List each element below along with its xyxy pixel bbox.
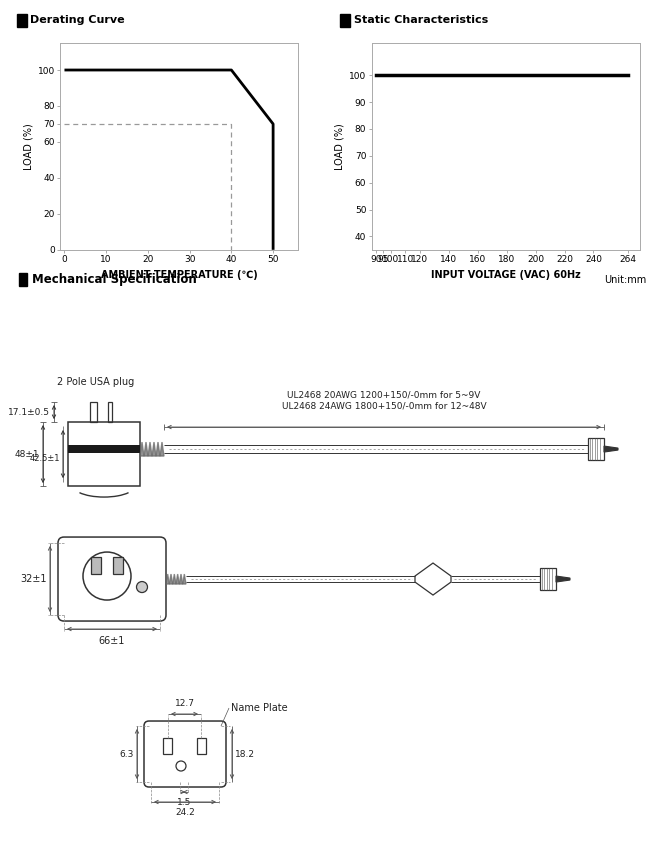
Polygon shape	[173, 574, 176, 584]
Polygon shape	[604, 446, 618, 452]
Polygon shape	[148, 442, 152, 456]
Text: UL2468 24AWG 1800+150/-0mm for 12~48V: UL2468 24AWG 1800+150/-0mm for 12~48V	[281, 401, 486, 410]
Text: 12.7: 12.7	[174, 699, 194, 708]
Y-axis label: LOAD (%): LOAD (%)	[23, 123, 34, 170]
Bar	[90, 402, 97, 422]
Bar	[113, 557, 123, 574]
Polygon shape	[183, 574, 186, 584]
Bar	[197, 738, 206, 754]
Bar	[588, 438, 604, 460]
Bar	[163, 738, 172, 754]
Bar	[540, 568, 556, 590]
X-axis label: AMBIENT TEMPERATURE (℃): AMBIENT TEMPERATURE (℃)	[101, 270, 257, 280]
Polygon shape	[556, 576, 570, 582]
Text: Derating Curve: Derating Curve	[30, 15, 125, 25]
Polygon shape	[180, 574, 183, 584]
Bar	[19, 273, 27, 286]
Polygon shape	[140, 442, 144, 456]
Y-axis label: LOAD (%): LOAD (%)	[335, 123, 345, 170]
Polygon shape	[170, 574, 173, 584]
Text: 66±1: 66±1	[98, 636, 125, 646]
X-axis label: INPUT VOLTAGE (VAC) 60Hz: INPUT VOLTAGE (VAC) 60Hz	[431, 270, 581, 280]
Polygon shape	[166, 574, 170, 584]
Bar	[68, 445, 140, 453]
Polygon shape	[152, 442, 156, 456]
Bar	[340, 14, 350, 27]
Text: 32±1: 32±1	[21, 574, 47, 584]
Text: 48±1: 48±1	[14, 450, 39, 458]
Text: 2 Pole USA plug: 2 Pole USA plug	[58, 377, 135, 387]
Text: 17.1±0.5: 17.1±0.5	[8, 408, 50, 417]
Bar	[91, 557, 101, 574]
Polygon shape	[176, 574, 180, 584]
Bar	[108, 402, 112, 422]
Circle shape	[137, 582, 147, 592]
Text: Unit:mm: Unit:mm	[604, 275, 647, 284]
Text: Static Characteristics: Static Characteristics	[354, 15, 488, 25]
Text: Name Plate: Name Plate	[231, 703, 287, 713]
Text: 42.5±1: 42.5±1	[29, 453, 60, 463]
Text: Mechanical Specification: Mechanical Specification	[31, 273, 196, 286]
Bar	[68, 422, 140, 486]
Text: 6.3: 6.3	[120, 749, 134, 759]
Bar	[17, 14, 27, 27]
Polygon shape	[160, 442, 164, 456]
Polygon shape	[156, 442, 160, 456]
Polygon shape	[144, 442, 148, 456]
Text: 24.2: 24.2	[175, 808, 195, 817]
Text: UL2468 20AWG 1200+150/-0mm for 5~9V: UL2468 20AWG 1200+150/-0mm for 5~9V	[287, 390, 480, 399]
Text: 1.5: 1.5	[177, 798, 191, 807]
Text: 18.2: 18.2	[235, 749, 255, 759]
